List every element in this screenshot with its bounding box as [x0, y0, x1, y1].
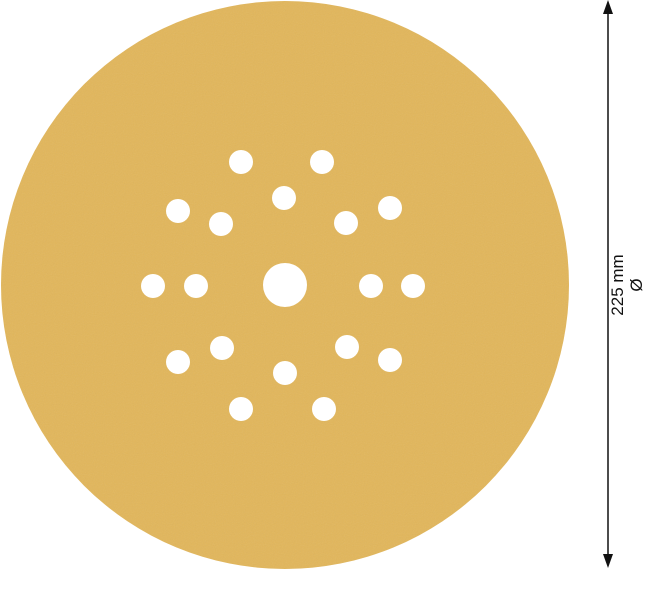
diameter-symbol: Ø: [627, 278, 646, 292]
diameter-value: 225 mm: [608, 254, 627, 316]
dust-hole: [378, 196, 402, 220]
dust-hole: [229, 150, 253, 174]
dust-hole: [184, 274, 208, 298]
diameter-label: 225 mm Ø: [608, 254, 646, 315]
dust-hole: [335, 335, 359, 359]
dust-hole: [229, 397, 253, 421]
center-hole: [263, 263, 307, 307]
dust-hole: [273, 361, 297, 385]
dust-hole: [209, 212, 233, 236]
dust-hole: [272, 186, 296, 210]
arrow-up-icon: [603, 0, 613, 14]
dust-hole: [378, 348, 402, 372]
dust-hole: [310, 150, 334, 174]
dust-hole: [312, 397, 336, 421]
dust-hole: [166, 199, 190, 223]
diameter-dimension-line: [603, 0, 613, 568]
dust-hole: [359, 274, 383, 298]
arrow-down-icon: [603, 554, 613, 568]
dust-extraction-holes: [141, 150, 425, 421]
dust-hole: [401, 274, 425, 298]
dust-hole: [334, 211, 358, 235]
dust-hole: [141, 274, 165, 298]
dust-hole: [210, 336, 234, 360]
dust-hole: [166, 350, 190, 374]
